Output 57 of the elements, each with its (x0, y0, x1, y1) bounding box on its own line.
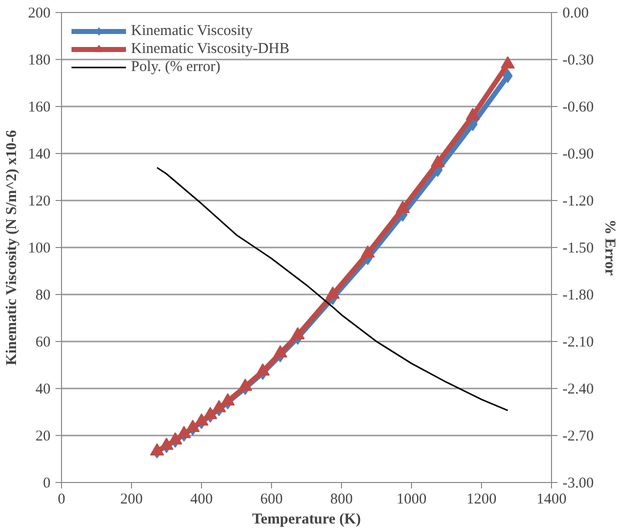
point (500, 56, 515, 68)
y-tick-label: 0 (43, 476, 50, 492)
y2-tick-label: 0.00 (562, 6, 589, 22)
legend-label: Kinematic Viscosity (131, 22, 253, 40)
x-tick-label: 200 (120, 492, 143, 508)
x-tick-label: 600 (260, 492, 283, 508)
point (360, 245, 375, 258)
point (212, 400, 226, 412)
point (160, 438, 174, 450)
point (150, 443, 164, 456)
y-tick-label: 200 (28, 6, 50, 22)
x-axis-title: Temperature (K) (252, 512, 361, 528)
y-tick-label: 160 (28, 100, 50, 116)
legend-label: Poly. (% error) (131, 58, 220, 76)
point (238, 378, 252, 391)
point (396, 200, 410, 213)
y-tick-label: 120 (28, 194, 50, 210)
y-tick-label: 180 (28, 52, 50, 68)
y2-tick-label: -0.60 (562, 100, 594, 116)
y-tick-label: 20 (36, 428, 50, 444)
x-tick-label: 1200 (466, 492, 496, 508)
legend-label: Kinematic Viscosity-DHB (131, 40, 290, 58)
point (273, 345, 288, 358)
y-tick-label: 40 (36, 382, 50, 398)
point (326, 286, 340, 299)
x-tick-label: 400 (190, 492, 213, 508)
y2-tick-label: -1.50 (562, 240, 594, 256)
point (194, 413, 208, 426)
y2-tick-label: -2.10 (562, 334, 594, 350)
point (203, 406, 218, 420)
point (177, 426, 191, 438)
y2-tick-label: -1.80 (562, 288, 594, 304)
y2-tick-label: -1.20 (562, 194, 594, 210)
point (186, 420, 200, 432)
point (430, 154, 445, 168)
y2-tick-label: -2.40 (562, 382, 594, 398)
y2-tick-label: -2.70 (562, 428, 594, 444)
point (466, 108, 480, 120)
y-tick-label: 80 (36, 288, 50, 304)
point (502, 68, 513, 83)
y2-axis-title: % Error (602, 220, 618, 276)
x-tick-label: 0 (58, 492, 66, 508)
y2-tick-label: -0.90 (562, 146, 594, 162)
y2-tick-label: -3.00 (562, 476, 594, 492)
x-tick-label: 800 (330, 492, 353, 508)
x-tick-label: 1000 (396, 492, 426, 508)
y2-tick-label: -0.30 (562, 52, 594, 68)
y-tick-label: 140 (28, 146, 50, 162)
point (220, 393, 235, 406)
point (168, 432, 182, 444)
line-series (156, 166, 508, 412)
point (290, 327, 305, 340)
y-tick-label: 100 (28, 240, 50, 256)
y-axis-title: Kinematic Viscosity (N S/m^2) x10-6 (4, 129, 20, 366)
point (256, 363, 270, 376)
y-tick-label: 60 (36, 334, 50, 350)
x-tick-label: 1400 (536, 492, 566, 508)
